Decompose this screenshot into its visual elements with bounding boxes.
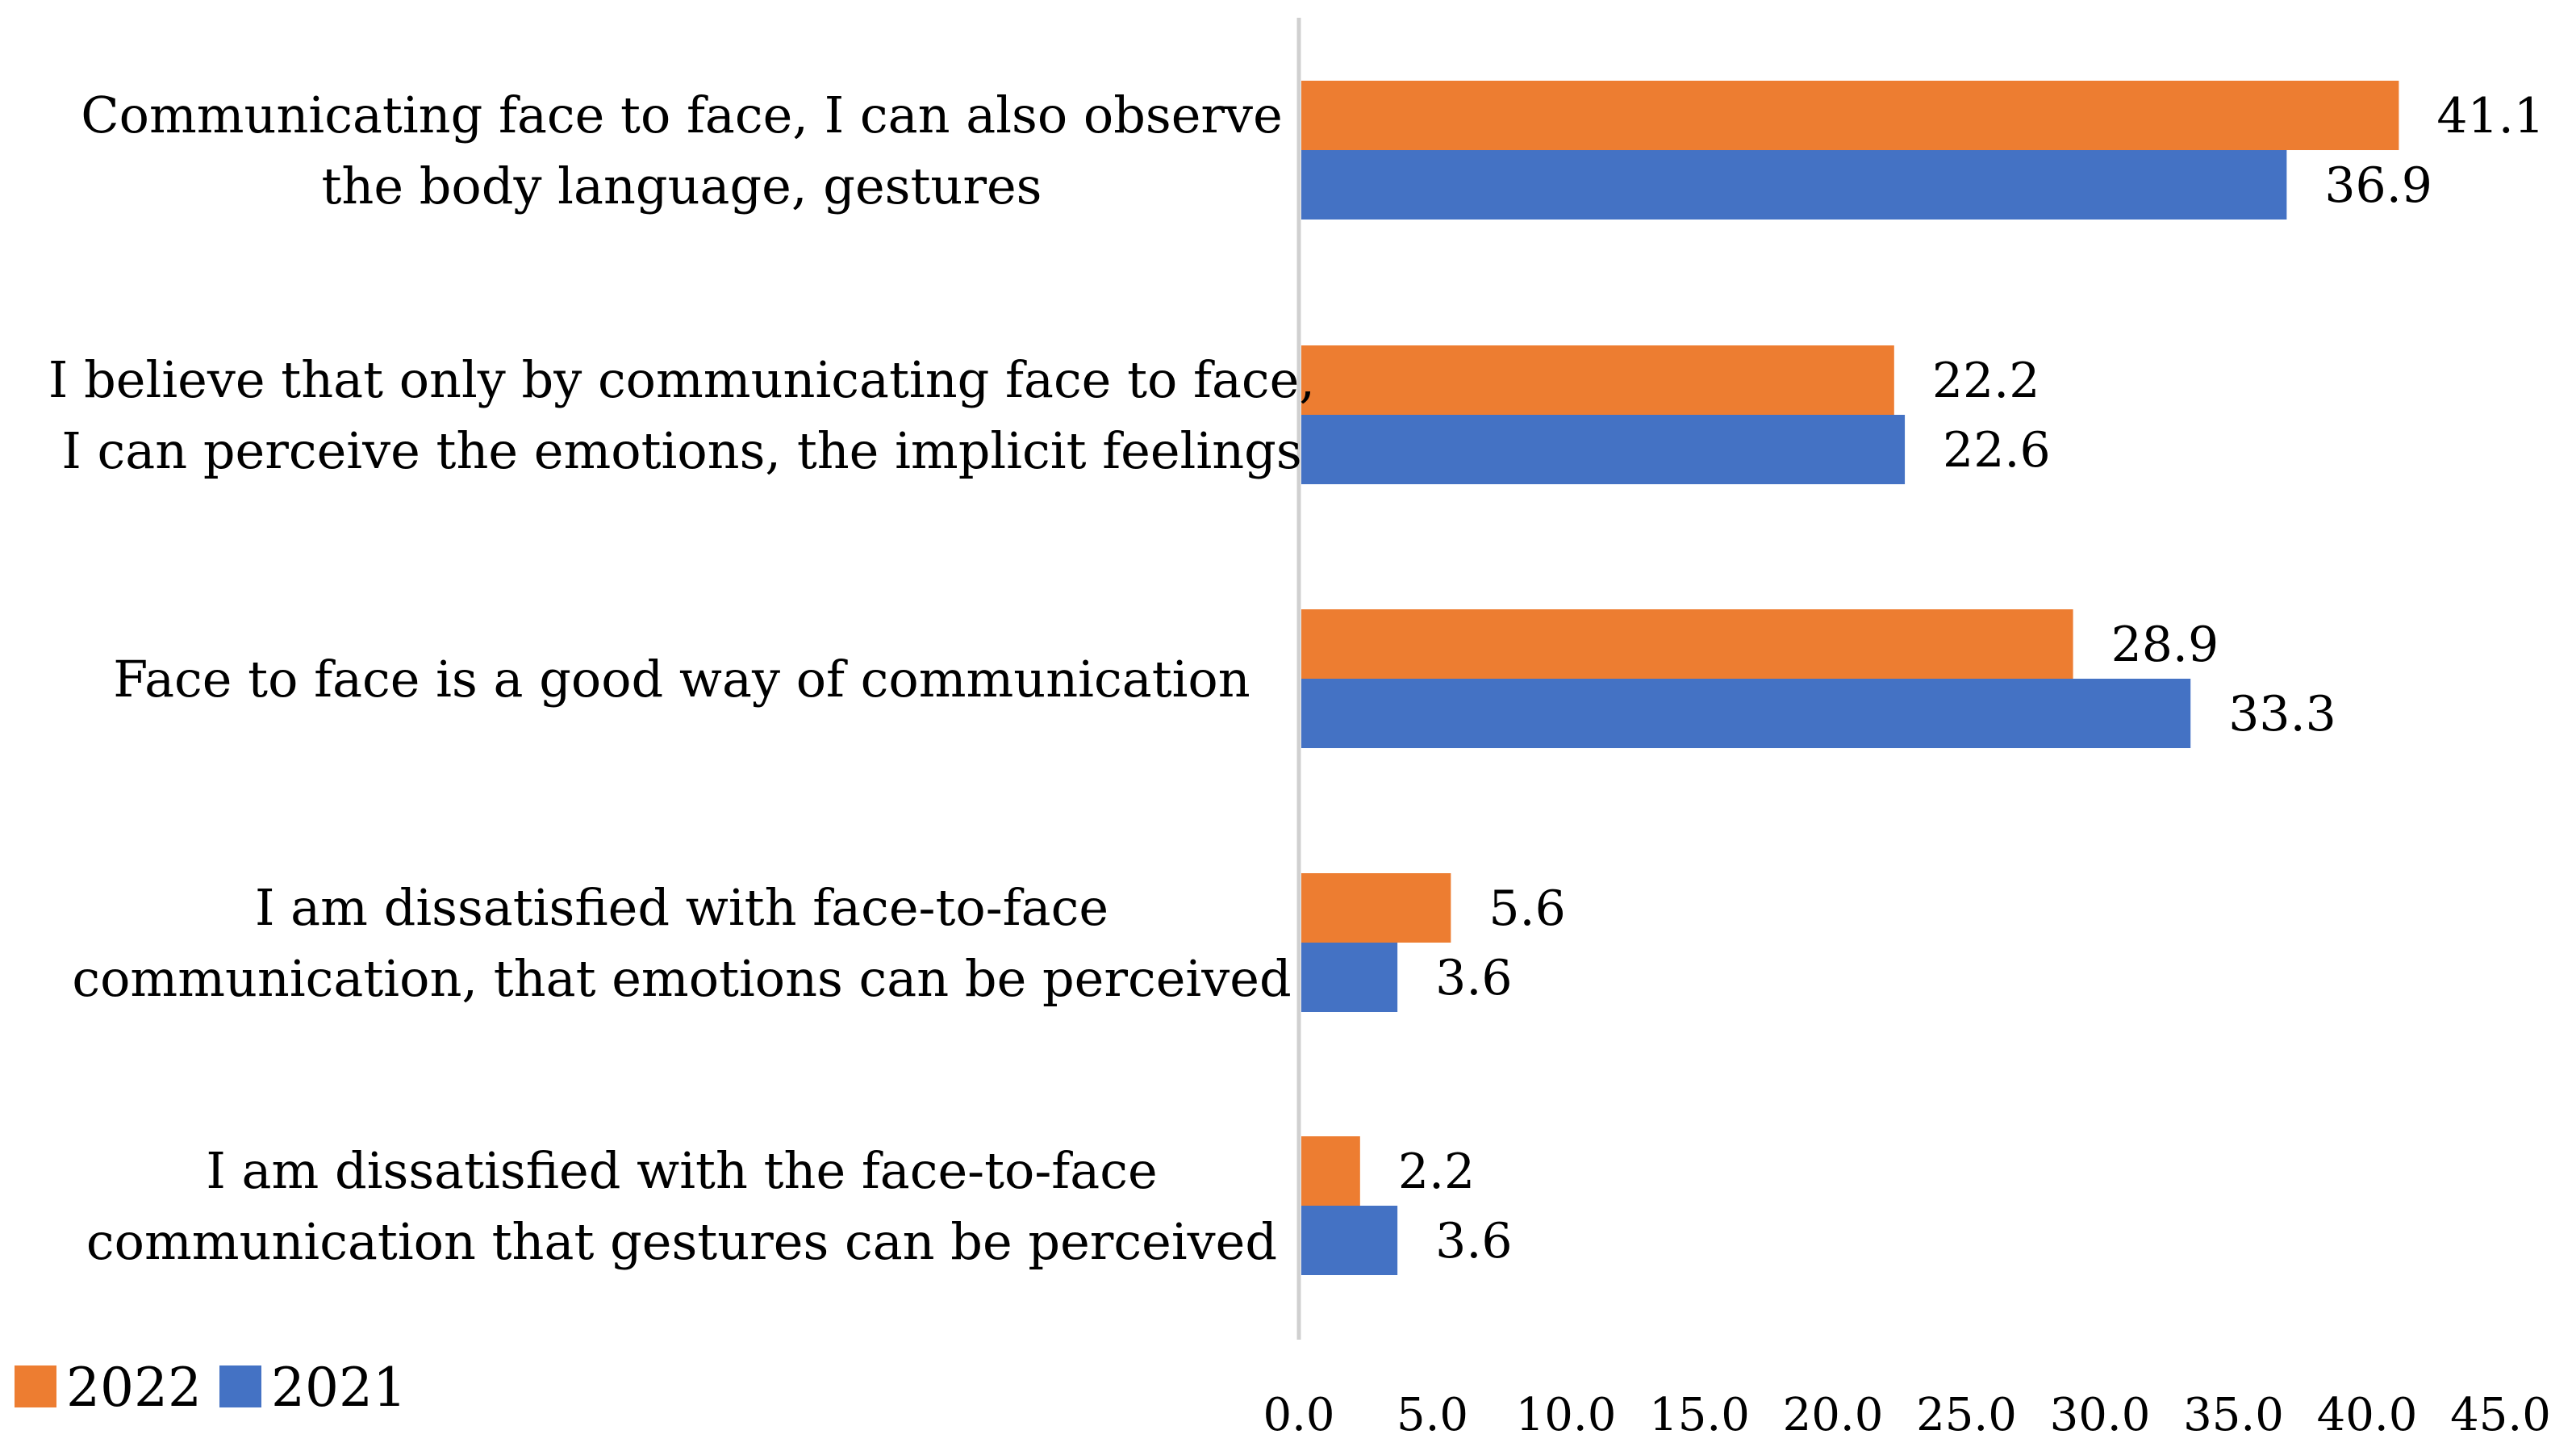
data-label: 33.3 bbox=[2228, 686, 2336, 742]
data-label: 22.2 bbox=[1932, 353, 2040, 409]
bar-2022-0 bbox=[1301, 81, 2399, 150]
data-label: 22.6 bbox=[1943, 422, 2051, 479]
category-label: Face to face is a good way of communicat… bbox=[113, 650, 1250, 709]
bar-2022-3 bbox=[1301, 873, 1451, 943]
category-label: I am dissatisfied with face-to-face bbox=[255, 878, 1108, 937]
x-tick-label: 35.0 bbox=[2183, 1389, 2284, 1441]
category-label: communication, that emotions can be perc… bbox=[72, 949, 1291, 1008]
data-label: 3.6 bbox=[1435, 950, 1512, 1006]
category-label: communication that gestures can be perce… bbox=[86, 1212, 1277, 1271]
data-label: 5.6 bbox=[1488, 880, 1565, 937]
category-label: I believe that only by communicating fac… bbox=[48, 350, 1315, 409]
x-tick-label: 5.0 bbox=[1397, 1389, 1468, 1441]
data-label: 41.1 bbox=[2436, 88, 2545, 144]
legend-label-2022: 2022 bbox=[66, 1357, 202, 1419]
category-label: Communicating face to face, I can also o… bbox=[81, 86, 1283, 144]
x-tick-label: 15.0 bbox=[1649, 1389, 1750, 1441]
bar-2021-0 bbox=[1301, 150, 2287, 220]
legend-swatch-2021 bbox=[219, 1365, 261, 1407]
bar-2021-4 bbox=[1301, 1206, 1398, 1275]
bar-2021-2 bbox=[1301, 679, 2191, 748]
bar-2022-2 bbox=[1301, 609, 2073, 679]
category-label: I can perceive the emotions, the implici… bbox=[61, 421, 1301, 480]
category-label: I am dissatisfied with the face-to-face bbox=[206, 1141, 1157, 1200]
x-tick-label: 0.0 bbox=[1263, 1389, 1334, 1441]
bar-2022-1 bbox=[1301, 345, 1894, 415]
data-label: 36.9 bbox=[2324, 157, 2432, 214]
legend-swatch-2022 bbox=[15, 1365, 56, 1407]
data-label: 2.2 bbox=[1398, 1144, 1475, 1200]
data-label: 28.9 bbox=[2111, 617, 2219, 673]
bar-2021-3 bbox=[1301, 943, 1398, 1012]
x-tick-label: 30.0 bbox=[2050, 1389, 2151, 1441]
x-tick-label: 25.0 bbox=[1916, 1389, 2017, 1441]
category-label: the body language, gestures bbox=[322, 157, 1042, 215]
data-label: 3.6 bbox=[1435, 1213, 1512, 1269]
x-tick-label: 45.0 bbox=[2450, 1389, 2551, 1441]
x-tick-label: 40.0 bbox=[2317, 1389, 2418, 1441]
bar-2021-1 bbox=[1301, 415, 1906, 484]
x-tick-label: 10.0 bbox=[1516, 1389, 1617, 1441]
bar-2022-4 bbox=[1301, 1136, 1360, 1206]
legend-label-2021: 2021 bbox=[271, 1357, 407, 1419]
x-tick-label: 20.0 bbox=[1783, 1389, 1884, 1441]
